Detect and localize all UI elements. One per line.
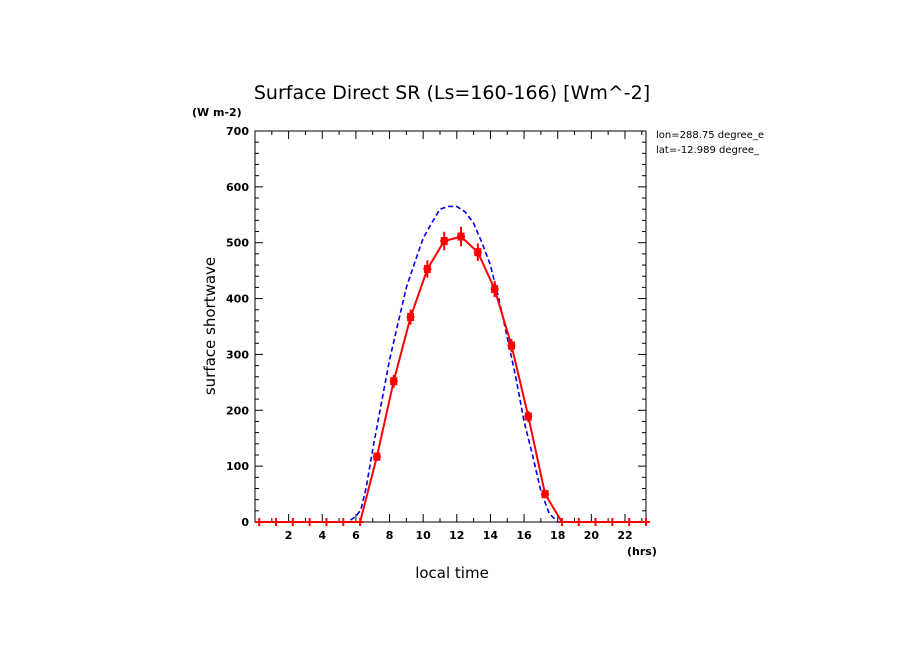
lon-annotation: lon=288.75 degree_e	[656, 130, 764, 141]
data-point	[457, 232, 465, 241]
data-point	[541, 490, 549, 499]
x-tick-label: 2	[285, 529, 293, 542]
x-tick-label: 16	[516, 529, 532, 542]
x-tick-label: 14	[483, 529, 499, 542]
x-tick-label: 6	[352, 529, 360, 542]
x-tick-label: 10	[416, 529, 432, 542]
y-tick-label: 200	[226, 404, 249, 417]
series-line-solid	[259, 235, 646, 523]
data-point	[524, 412, 532, 421]
y-tick-label: 600	[226, 181, 249, 194]
x-tick-label: 8	[386, 529, 394, 542]
lat-annotation: lat=-12.989 degree_	[656, 145, 760, 156]
y-tick-label: 100	[226, 460, 249, 473]
x-tick-label: 18	[550, 529, 565, 542]
series-line-dashed	[255, 205, 646, 523]
y-axis-label: surface shortwave	[201, 257, 219, 395]
x-tick-label: 22	[617, 529, 632, 542]
series-layer	[255, 205, 650, 526]
x-unit-label: (hrs)	[627, 545, 657, 558]
data-point	[440, 237, 448, 246]
chart-title: Surface Direct SR (Ls=160-166) [Wm^-2]	[254, 82, 650, 104]
y-unit-label: (W m-2)	[192, 106, 242, 119]
x-tick-label: 20	[584, 529, 600, 542]
y-tick-label: 400	[226, 293, 249, 306]
data-point	[423, 264, 431, 273]
y-tick-label: 300	[226, 348, 249, 361]
y-tick-label: 500	[226, 237, 249, 250]
data-point	[390, 377, 398, 386]
x-tick-label: 4	[318, 529, 326, 542]
data-point	[407, 313, 415, 322]
x-axis: 2 4 6 8 10 12 14 16 18 20 22	[271, 131, 643, 542]
y-axis: 0 100 200 300 400 500 600 700	[226, 125, 646, 529]
data-point	[507, 341, 515, 350]
y-tick-label: 700	[226, 125, 249, 138]
data-point	[373, 452, 381, 461]
data-point	[474, 248, 482, 257]
data-point	[491, 285, 499, 294]
x-axis-label: local time	[415, 564, 489, 582]
plot-frame	[254, 130, 647, 523]
y-tick-label: 0	[241, 516, 249, 529]
x-tick-label: 12	[449, 529, 464, 542]
